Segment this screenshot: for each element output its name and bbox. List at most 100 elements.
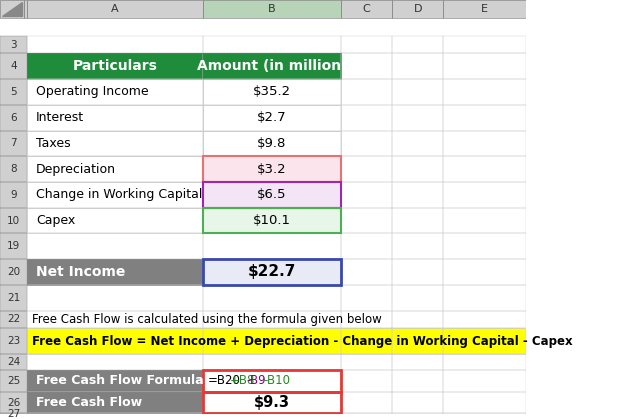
Text: 4: 4: [10, 61, 17, 71]
Bar: [0, 310, 27, 328]
Bar: [443, 156, 526, 182]
Bar: [203, 392, 341, 414]
Bar: [203, 79, 341, 105]
Bar: [27, 233, 203, 259]
Bar: [341, 285, 392, 310]
Text: 22: 22: [7, 314, 20, 324]
Bar: [203, 370, 341, 392]
Bar: [0, 53, 27, 79]
Bar: [203, 131, 341, 156]
Bar: [443, 233, 526, 259]
Bar: [203, 182, 341, 208]
Text: 10: 10: [7, 215, 20, 225]
Bar: [203, 370, 341, 392]
Bar: [341, 36, 392, 53]
Bar: [0, 0, 24, 18]
Bar: [203, 79, 341, 105]
Bar: [203, 53, 341, 79]
Bar: [203, 259, 341, 285]
Bar: [203, 36, 341, 53]
Bar: [443, 53, 526, 79]
Bar: [341, 182, 392, 208]
Bar: [392, 53, 443, 79]
Bar: [0, 53, 27, 79]
Text: Free Cash Flow Formula: Free Cash Flow Formula: [36, 374, 204, 387]
Text: Operating Income: Operating Income: [36, 85, 149, 98]
Bar: [27, 105, 203, 131]
Bar: [341, 208, 392, 233]
Bar: [203, 53, 341, 79]
Bar: [392, 328, 443, 354]
Bar: [0, 354, 27, 370]
Bar: [203, 233, 341, 259]
Bar: [392, 131, 443, 156]
Bar: [203, 259, 341, 285]
Bar: [443, 36, 526, 53]
Text: $3.2: $3.2: [257, 163, 287, 176]
Bar: [27, 182, 203, 208]
Bar: [0, 328, 27, 354]
Bar: [203, 285, 341, 310]
Text: 20: 20: [7, 267, 20, 277]
Bar: [392, 259, 443, 285]
Text: 9: 9: [10, 190, 17, 200]
Bar: [341, 285, 392, 310]
Bar: [27, 131, 203, 156]
Bar: [0, 156, 27, 182]
Bar: [341, 354, 392, 370]
Bar: [27, 131, 203, 156]
Bar: [27, 310, 203, 328]
Bar: [443, 208, 526, 233]
Bar: [392, 105, 443, 131]
Bar: [203, 53, 341, 79]
Bar: [27, 392, 203, 414]
Bar: [27, 208, 203, 233]
Bar: [443, 79, 526, 105]
Bar: [203, 208, 341, 233]
Bar: [341, 105, 392, 131]
Text: -B9: -B9: [247, 374, 267, 387]
Bar: [341, 0, 392, 18]
Bar: [27, 156, 203, 182]
Bar: [0, 233, 27, 259]
Bar: [203, 182, 341, 208]
Bar: [203, 354, 341, 370]
Bar: [203, 105, 341, 131]
Text: Free Cash Flow is calculated using the formula given below: Free Cash Flow is calculated using the f…: [31, 313, 381, 326]
Bar: [341, 354, 392, 370]
Bar: [443, 182, 526, 208]
Bar: [443, 0, 526, 18]
Text: 6: 6: [10, 113, 17, 123]
Bar: [392, 392, 443, 414]
Bar: [392, 156, 443, 182]
Bar: [27, 53, 203, 79]
Bar: [203, 208, 341, 233]
Bar: [443, 131, 526, 156]
Text: Particulars: Particulars: [73, 59, 157, 73]
Bar: [341, 36, 392, 53]
Bar: [203, 208, 341, 233]
Bar: [27, 370, 203, 392]
Bar: [203, 105, 341, 131]
Bar: [392, 79, 443, 105]
Bar: [27, 36, 203, 53]
Bar: [203, 392, 341, 414]
Bar: [27, 259, 203, 285]
Bar: [392, 392, 443, 414]
Bar: [392, 328, 443, 354]
Bar: [0, 259, 27, 285]
Bar: [203, 354, 341, 370]
Bar: [203, 310, 341, 328]
Text: Taxes: Taxes: [36, 137, 71, 150]
Text: $10.1: $10.1: [253, 214, 291, 227]
Bar: [0, 105, 27, 131]
Bar: [27, 328, 526, 354]
Bar: [443, 354, 526, 370]
Bar: [0, 285, 27, 310]
Bar: [392, 354, 443, 370]
Bar: [27, 392, 203, 414]
Text: Amount (in million): Amount (in million): [197, 59, 347, 73]
Bar: [203, 0, 341, 18]
Bar: [443, 105, 526, 131]
Bar: [0, 131, 27, 156]
